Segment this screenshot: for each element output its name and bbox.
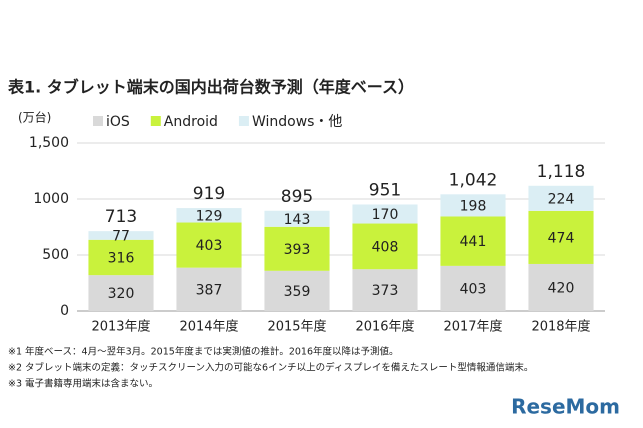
x-tick-label: 2017年度 — [443, 319, 502, 335]
y-axis-label: (万台) — [18, 110, 51, 125]
note: ※1 年度ベース：4月～翌年3月。2015年度までは実測値の推計。2016年度以… — [8, 346, 399, 358]
legend-label: Android — [164, 114, 218, 130]
x-tick-label: 2014年度 — [179, 319, 238, 335]
bar-segment — [440, 265, 506, 311]
data-label: 359 — [284, 284, 311, 300]
y-tick-label: 500 — [42, 247, 69, 263]
total-label: 713 — [105, 207, 137, 227]
data-label: 129 — [196, 208, 223, 224]
data-label: 320 — [108, 286, 135, 302]
legend-label: Windows・他 — [252, 114, 343, 130]
data-label: 373 — [372, 283, 399, 299]
chart-title: 表1. タブレット端末の国内出荷台数予測（年度ベース） — [7, 78, 414, 97]
data-label: 403 — [196, 238, 223, 254]
bar-segment — [352, 269, 418, 311]
data-label: 441 — [460, 234, 487, 250]
bar-segment — [528, 263, 594, 311]
total-label: 895 — [281, 187, 313, 207]
bar-segment — [264, 210, 330, 227]
data-label: 420 — [548, 280, 575, 296]
x-tick-label: 2016年度 — [355, 319, 414, 335]
data-label: 403 — [460, 281, 487, 297]
data-label: 474 — [548, 230, 575, 246]
x-tick-label: 2018年度 — [531, 319, 590, 335]
y-tick-label: 1,500 — [29, 135, 69, 151]
total-label: 1,042 — [449, 170, 498, 190]
data-label: 77 — [112, 228, 130, 244]
y-tick-label: 0 — [60, 303, 69, 319]
x-tick-label: 2013年度 — [91, 319, 150, 335]
note: ※2 タブレット端末の定義：タッチスクリーン入力の可能な6インチ以上のディスプレ… — [8, 362, 533, 374]
total-label: 1,118 — [537, 162, 586, 182]
legend-swatch — [150, 116, 161, 126]
bar-segment — [352, 223, 418, 270]
legend-swatch — [93, 116, 103, 126]
bar-segment — [528, 185, 594, 211]
x-tick-label: 2015年度 — [267, 319, 326, 335]
bar-segment — [88, 231, 154, 240]
legend-swatch — [238, 116, 249, 126]
data-label: 198 — [460, 198, 487, 214]
data-label: 408 — [372, 239, 399, 255]
bar-segment — [88, 275, 154, 311]
watermark: ReseMom — [511, 395, 620, 419]
bar-segment — [176, 222, 242, 268]
bar-segment — [264, 226, 330, 271]
data-label: 170 — [372, 207, 399, 223]
bar-segment — [264, 270, 330, 311]
bar-segment — [176, 267, 242, 311]
bar-segment — [88, 239, 154, 276]
data-label: 393 — [284, 242, 311, 258]
total-label: 919 — [193, 184, 225, 204]
data-label: 143 — [284, 212, 311, 228]
bar-segment — [528, 210, 594, 264]
bar-segment — [440, 216, 506, 266]
note: ※3 電子書籍専用端末は含まない。 — [8, 378, 158, 390]
bar-segment — [352, 204, 418, 224]
data-label: 387 — [196, 282, 223, 298]
bar-segment — [440, 194, 506, 217]
data-label: 316 — [108, 250, 135, 266]
total-label: 951 — [369, 180, 401, 200]
y-tick-label: 1000 — [33, 191, 69, 207]
legend-label: iOS — [106, 114, 130, 130]
bar-segment — [176, 208, 242, 223]
data-label: 224 — [548, 191, 575, 207]
